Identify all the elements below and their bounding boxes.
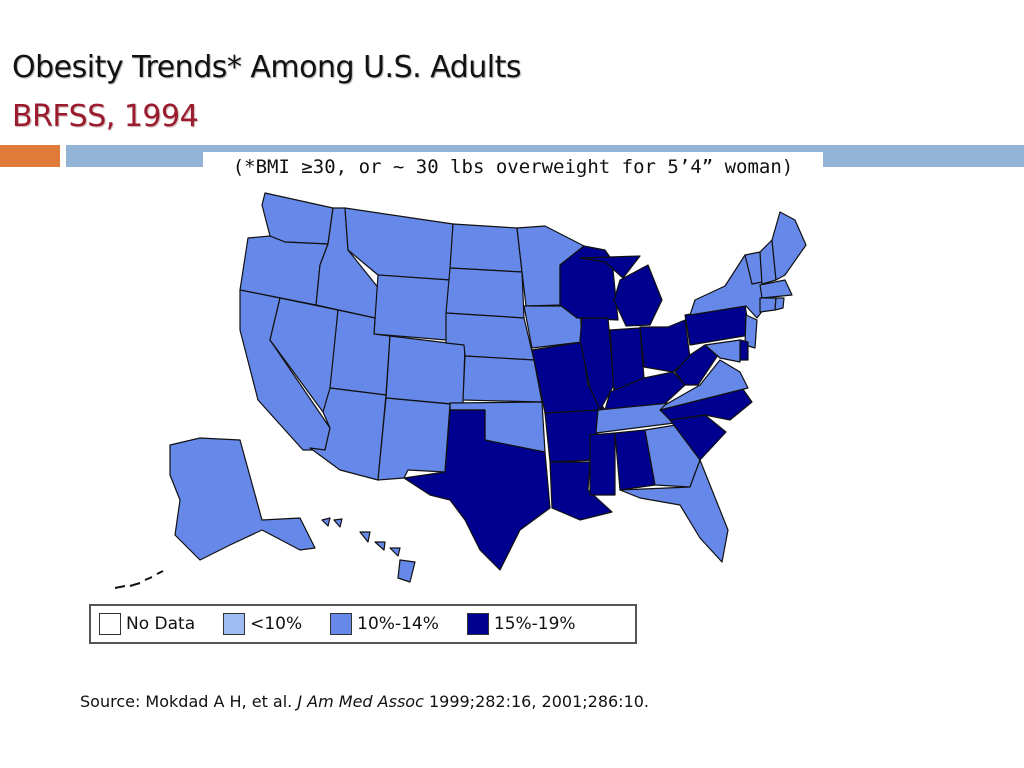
legend-swatch-10-14 — [330, 613, 353, 635]
map-legend: No Data <10% 10%-14% 15%-19% — [89, 604, 637, 644]
state-tx — [403, 409, 551, 571]
legend-swatch-15-19 — [466, 613, 489, 635]
legend-label-no-data: No Data — [126, 614, 196, 634]
slide-subtitle: BRFSS, 1994 — [12, 99, 199, 134]
state-md — [704, 339, 741, 363]
state-nm — [377, 397, 451, 481]
state-sd — [445, 267, 525, 319]
legend-item-15-19: 15%-19% — [466, 613, 576, 635]
state-wa — [261, 192, 334, 245]
state-hi — [321, 517, 416, 583]
legend-label-15-19: 15%-19% — [493, 614, 576, 634]
state-wi — [559, 245, 619, 321]
source-citation: Source: Mokdad A H, et al. J Am Med Asso… — [80, 690, 720, 714]
bmi-note: (*BMI ≥30, or ~ 30 lbs overweight for 5’… — [203, 152, 823, 182]
source-journal: J Am Med Assoc — [297, 692, 424, 711]
legend-label-under-10: <10% — [250, 614, 303, 634]
state-ak — [169, 437, 316, 561]
state-ct — [759, 297, 777, 313]
state-de — [739, 339, 749, 361]
source-suffix: 1999;282:16, 2001;286:10. — [423, 692, 650, 711]
legend-item-10-14: 10%-14% — [330, 613, 439, 635]
state-me — [771, 211, 807, 281]
legend-item-under-10: <10% — [223, 613, 302, 635]
slide-title: Obesity Trends* Among U.S. Adults — [12, 50, 521, 85]
state-nd — [449, 223, 523, 273]
state-fl — [619, 459, 729, 563]
legend-label-10-14: 10%-14% — [357, 614, 439, 634]
legend-item-no-data: No Data — [99, 613, 195, 635]
state-ms — [589, 432, 616, 496]
accent-bar-orange — [0, 145, 60, 167]
source-prefix: Source: Mokdad A H, et al. — [80, 692, 298, 711]
state-mi — [579, 255, 663, 327]
state-wy — [373, 274, 451, 341]
alaska-aleutian-islands — [114, 570, 164, 589]
state-ma — [759, 279, 793, 299]
state-ks — [462, 355, 543, 403]
state-va — [659, 359, 749, 411]
state-co — [385, 335, 466, 406]
legend-swatch-under-10 — [223, 613, 246, 635]
state-nj — [744, 314, 758, 349]
legend-swatch-no-data — [99, 613, 121, 635]
state-ri — [774, 297, 785, 311]
